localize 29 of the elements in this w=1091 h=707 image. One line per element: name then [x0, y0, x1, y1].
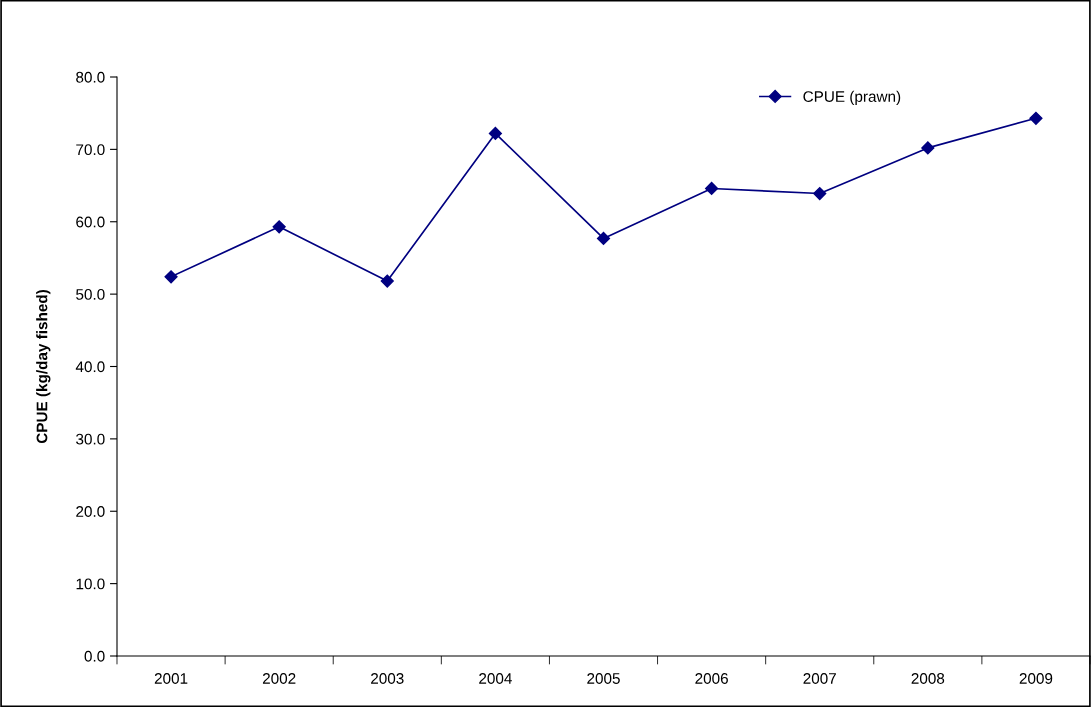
y-tick-label: 60.0: [76, 216, 105, 228]
point: [380, 274, 394, 288]
x-tick-label: 2001: [154, 673, 188, 684]
point: [164, 270, 178, 284]
x-tick-label: 2004: [479, 673, 512, 684]
point: [1029, 111, 1043, 125]
point: [705, 181, 719, 196]
point: [596, 231, 611, 245]
x-tick-label: 2009: [1019, 673, 1053, 684]
y-tick-label: 80.0: [76, 71, 105, 83]
y-tick-label: 40.0: [75, 361, 105, 373]
y-axis-title: CPUE (kg/day fished): [36, 290, 51, 444]
x-tick-label: 2003: [371, 673, 404, 684]
point: [813, 186, 827, 201]
legend-label: CPUE (prawn): [803, 90, 901, 105]
x-tick-label: 2007: [803, 673, 836, 684]
y-tick-label: 30.0: [76, 433, 105, 445]
y-tick-label: 70.0: [76, 144, 105, 156]
x-tick-label: 2006: [695, 673, 728, 684]
y-tick-label: 10.0: [76, 578, 105, 590]
y-tick-label: 0.0: [84, 650, 105, 662]
point: [921, 141, 935, 155]
point: [488, 126, 502, 141]
point: [272, 220, 286, 234]
x-tick-label: 2008: [911, 673, 945, 684]
x-tick-label: 2005: [587, 673, 620, 684]
y-tick-label: 20.0: [76, 506, 105, 517]
x-tick-label: 2002: [262, 673, 296, 684]
y-tick-label: 50.0: [76, 288, 105, 300]
